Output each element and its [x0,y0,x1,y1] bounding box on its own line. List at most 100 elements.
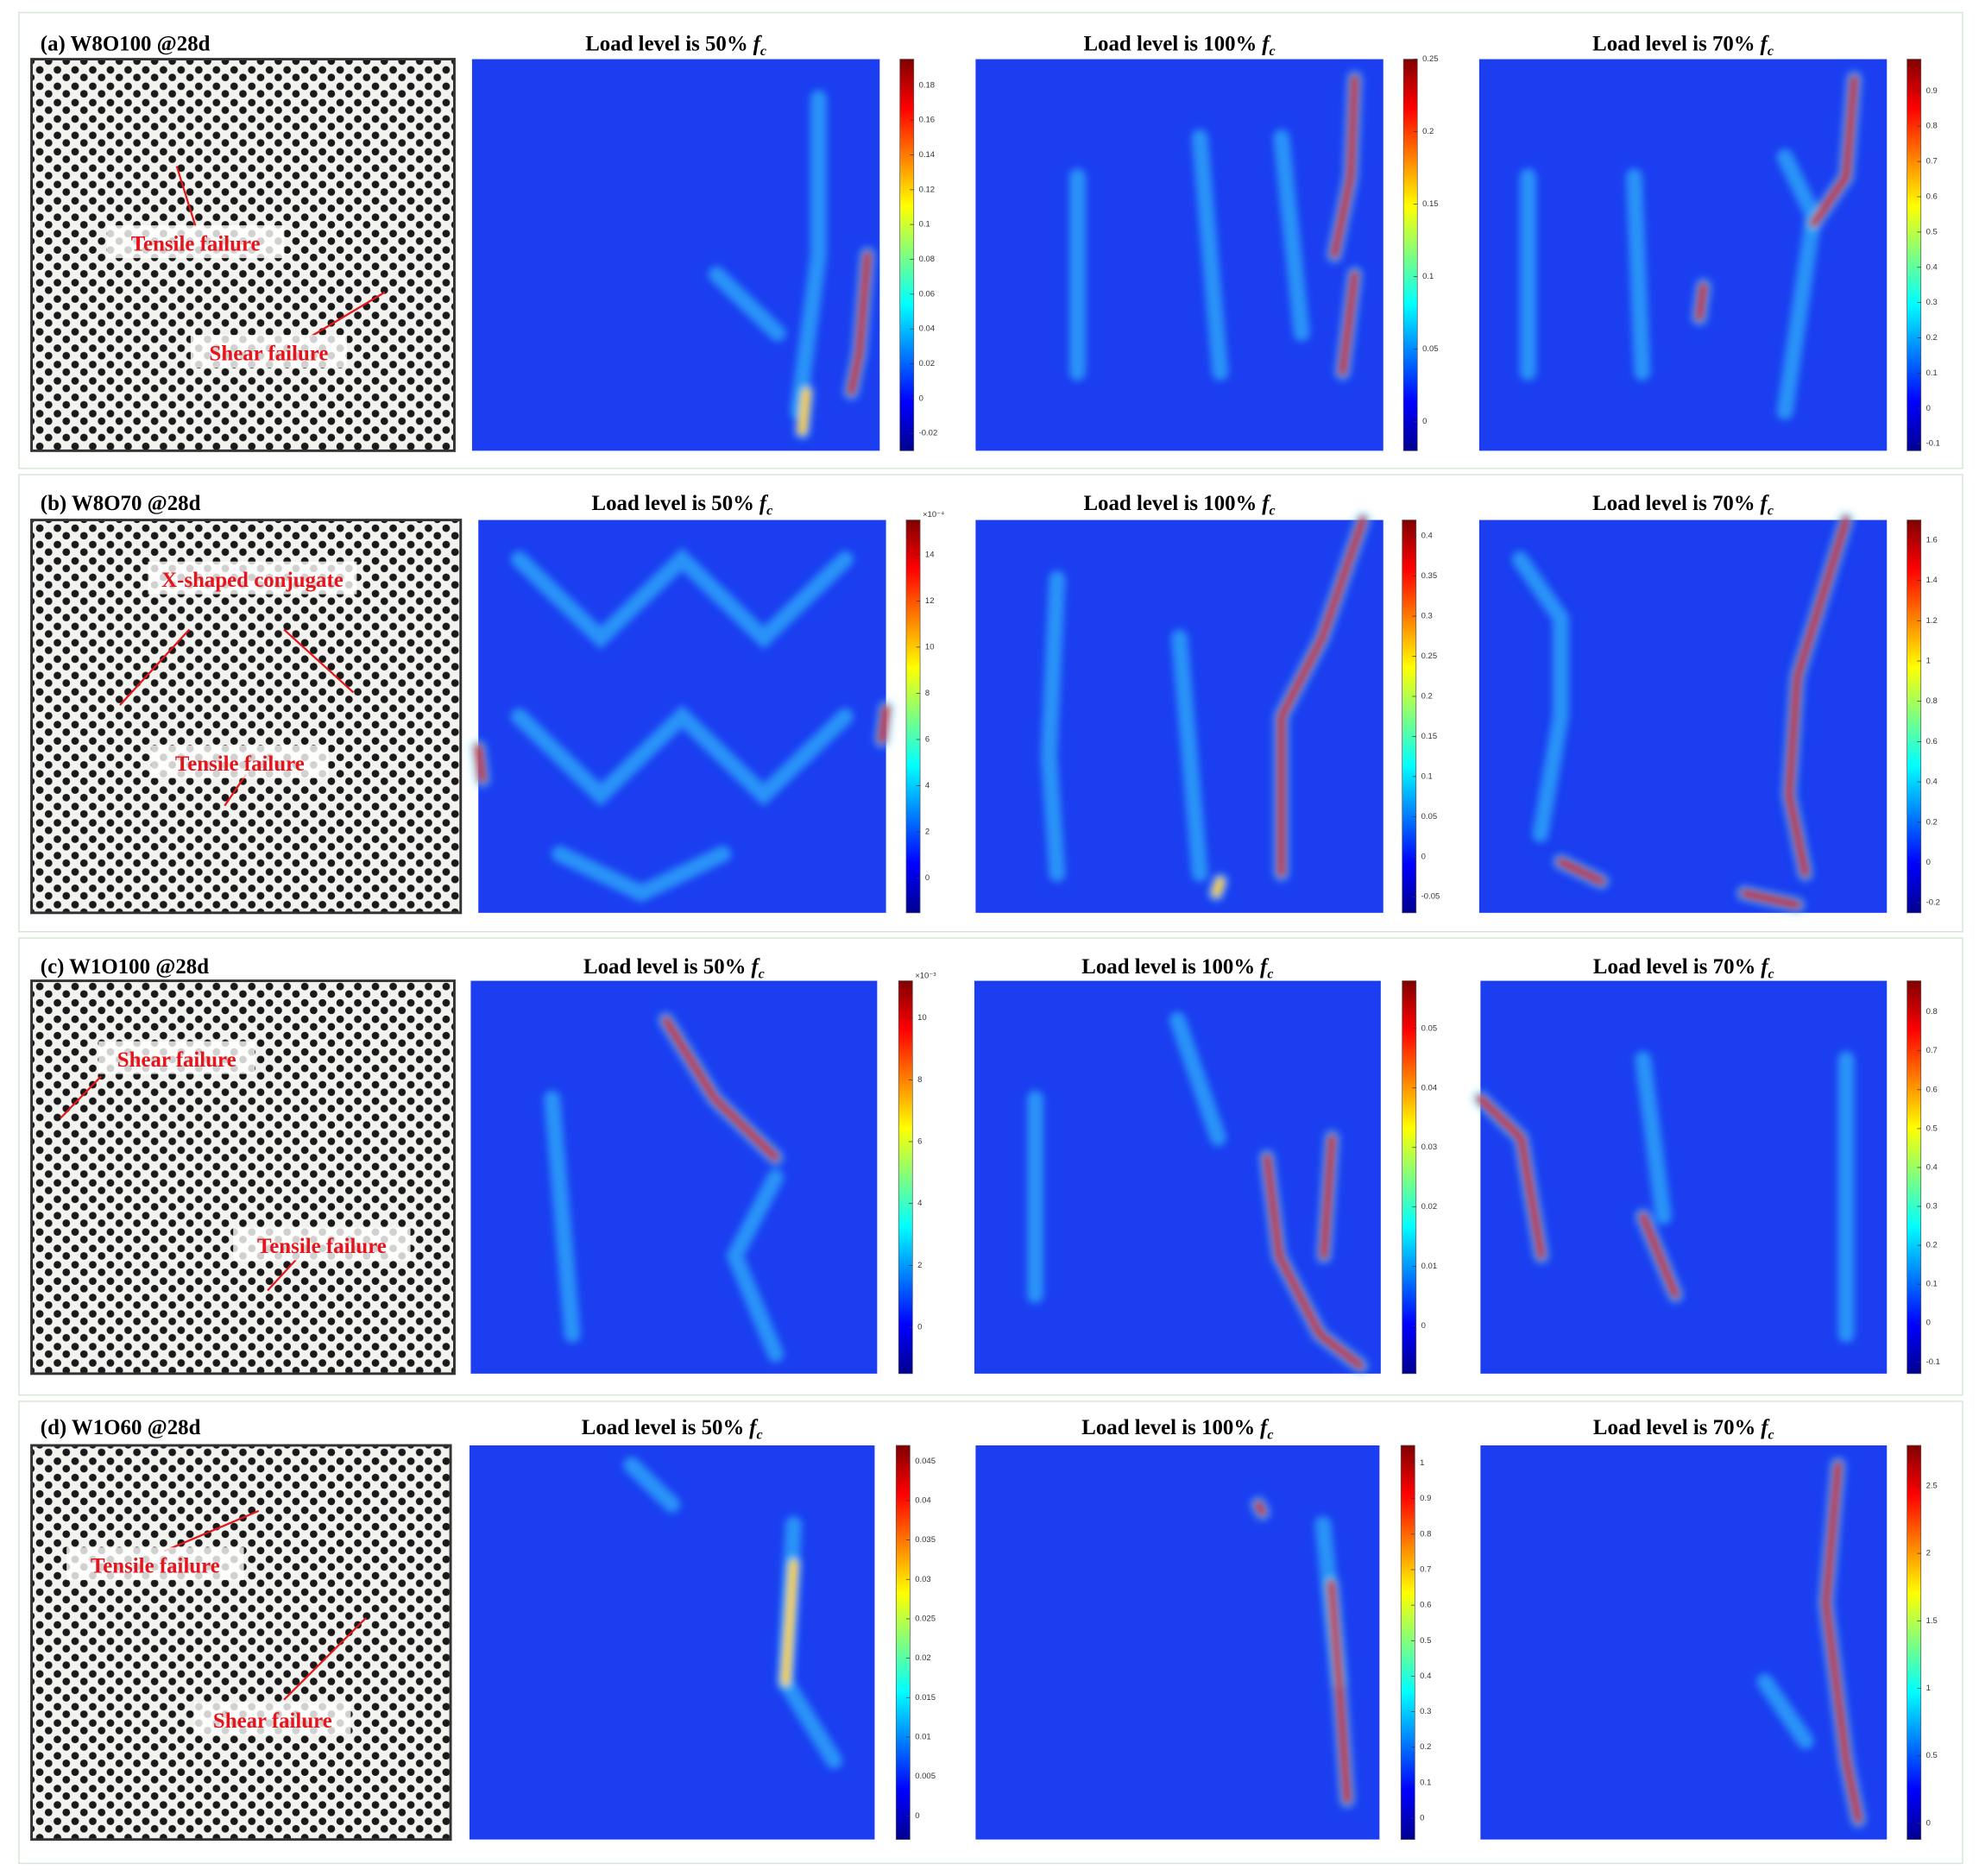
strain-band [1262,1153,1365,1370]
map-title: Load level is 100% fc [1081,1416,1273,1443]
colorbar-tick-label: 0.04 [915,1495,930,1505]
map-title-subscript: c [1768,504,1774,519]
map-title-subscript: c [1267,1428,1273,1443]
colorbar [1907,980,1922,1375]
colorbar-tick-label: 0.2 [1420,1742,1431,1752]
colorbar [1907,59,1922,451]
colorbar-tick-label: 0.5 [1926,1124,1938,1133]
colorbar-tick-label: 0.1 [1926,368,1938,378]
map-title-text: Load level is 100% [1083,32,1257,55]
colorbar-tick-label: 0.005 [915,1772,936,1781]
annotation-arrow [60,1075,102,1119]
map-title-symbol: f [1262,492,1271,515]
colorbar-tick-label: 0.1 [1926,1280,1938,1289]
strain-band [1739,888,1802,910]
colorbar-tick-label: 0.03 [915,1575,930,1584]
colorbar-tick-label: 1.5 [1926,1616,1938,1626]
annotation-box [233,1227,411,1261]
strain-band [1476,1094,1547,1261]
colorbar-tick-label: 0 [925,873,930,883]
colorbar-tick-label: 0.08 [919,255,935,264]
colorbar-tick-label: 4 [925,781,930,790]
strain-map [1480,980,1888,1374]
panel-frame [18,1401,1963,1865]
colorbar [899,59,915,451]
map-title-subscript: c [1768,44,1774,59]
colorbar-tick-label: 0.25 [1421,652,1437,661]
map-title-symbol: f [1761,1416,1770,1439]
annotation-arrow [119,628,191,706]
colorbar-tick-label: 0.01 [1421,1262,1437,1271]
map-title-subscript: c [1270,44,1276,59]
colorbar-tick-label: -0.2 [1926,898,1940,908]
annotation-arrow [283,628,355,694]
colorbar-tick-label: 0.6 [1926,1085,1938,1094]
strain-band [1211,877,1225,898]
colorbar-tick-label: 0.4 [1926,262,1938,272]
colorbar-tick-label: 0.15 [1421,732,1437,741]
strain-band [790,90,827,420]
colorbar-tick-label: 0.3 [1926,298,1938,307]
colorbar [1907,519,1922,914]
annotation: Shear failure [117,1048,236,1072]
annotation: X-shaped conjugate [161,569,343,592]
map-title-text: Load level is 50% [592,492,755,515]
colorbar-tick-label: 0.025 [915,1614,936,1623]
colorbar-tick-label: 10 [925,642,935,652]
map-title-subscript: c [760,44,766,59]
colorbar-tick-label: 0.35 [1421,571,1437,581]
map-title-text: Load level is 50% [583,955,747,979]
strain-band [1694,281,1708,323]
strain-band [1338,270,1359,377]
map-title: Load level is 70% fc [1593,1416,1774,1443]
strain-features [1040,512,1371,902]
strain-band [1784,515,1851,878]
colorbar-tick-label: 10 [917,1013,927,1023]
strain-band [1253,1500,1267,1517]
colorbar-tick-label: 0.7 [1926,1046,1938,1055]
map-title-symbol: f [1260,1416,1270,1439]
colorbar-tick-label: 0.25 [1422,54,1438,64]
map-title-text: Load level is 50% [582,1416,745,1439]
colorbar-tick-label: 1 [1926,657,1931,666]
map-title-text: Load level is 70% [1592,492,1755,515]
map-title: Load level is 100% fc [1083,32,1275,59]
colorbar-tick-label: 0.04 [919,324,935,334]
colorbar-exponent: ×10⁻³ [915,971,936,980]
strain-band [1625,168,1651,381]
colorbar-tick-label: 0 [1422,417,1427,426]
colorbar-tick-label: 0 [1420,1814,1424,1823]
strain-band [1329,74,1359,260]
colorbar-tick-label: 0.2 [1926,1241,1938,1250]
colorbar-tick-label: 2.5 [1926,1481,1938,1490]
specimen-photo [30,1444,452,1841]
strain-band [1756,1673,1814,1749]
annotation-box [98,1041,255,1074]
colorbar-tick-label: 0.045 [915,1457,936,1466]
colorbar-tick-label: 0.8 [1420,1529,1431,1539]
map-title-subscript: c [759,967,765,982]
map-title-text: Load level is 70% [1593,1416,1756,1439]
map-title-text: Load level is 50% [585,32,748,55]
colorbar [895,1445,911,1841]
colorbar-tick-label: 0.2 [1421,691,1433,701]
strain-features [470,547,895,903]
strain-band [474,743,488,784]
annotation-arrow [283,1617,367,1701]
colorbar-tick-label: 0.7 [1420,1565,1431,1575]
colorbar-tick-label: 0.6 [1926,192,1938,202]
colorbar-tick-label: 0.4 [1926,1162,1938,1172]
map-title-symbol: f [1761,32,1770,55]
colorbar-tick-label: 1.4 [1926,576,1938,585]
colorbar-tick-label: 0.8 [1926,1007,1938,1017]
annotation: Tensile failure [91,1554,220,1577]
colorbar [1907,1445,1922,1841]
colorbar-tick-label: -0.05 [1421,892,1440,902]
colorbar-tick-label: 0.035 [915,1535,936,1545]
colorbar-tick-label: 0.15 [1422,199,1438,209]
map-title-text: Load level is 100% [1081,955,1255,979]
strain-band [1319,1133,1337,1261]
map-title-subscript: c [1768,967,1774,982]
colorbar-tick-label: 0 [1926,858,1931,867]
